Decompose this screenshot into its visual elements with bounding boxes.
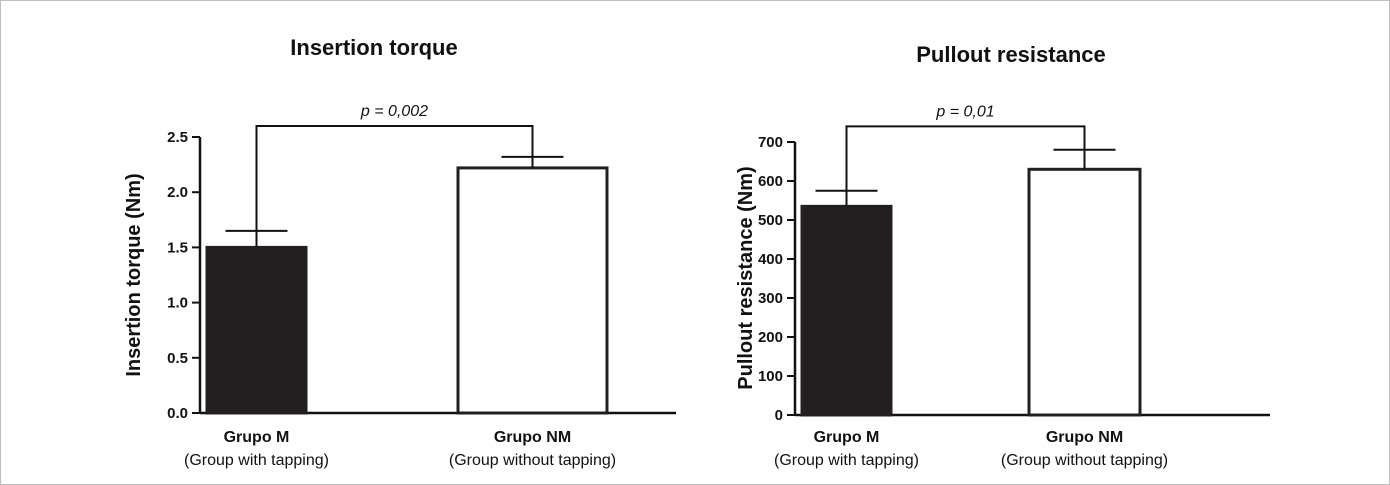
y-tick-label-1-1: 0.5 <box>167 350 188 367</box>
bar-1-1 <box>205 245 308 415</box>
y-tick-label-2-3: 300 <box>758 290 783 307</box>
p-value-label-2: p = 0,01 <box>935 103 994 120</box>
category-sublabel-2-1: (Group with tapping) <box>774 452 919 469</box>
category-sublabel-1-2: (Group without tapping) <box>449 452 616 469</box>
chart-title-1: Insertion torque <box>290 35 457 60</box>
y-tick-label-2-0: 0 <box>775 407 783 424</box>
y-tick-label-1-2: 1.0 <box>167 295 188 312</box>
y-axis-label-2: Pullout resistance (Nm) <box>735 166 757 389</box>
y-tick-label-2-6: 600 <box>758 173 783 190</box>
category-sublabel-2-2: (Group without tapping) <box>1001 452 1168 469</box>
significance-bracket-2 <box>845 125 1086 191</box>
p-value-label-1: p = 0,002 <box>360 103 428 120</box>
y-tick-label-2-5: 500 <box>758 212 783 229</box>
category-sublabel-1-1: (Group with tapping) <box>184 452 329 469</box>
chart-title-2: Pullout resistance <box>916 42 1106 67</box>
y-tick-label-1-3: 1.5 <box>167 239 188 256</box>
bar-2-1 <box>800 204 893 417</box>
y-axis-label-1: Insertion torque (Nm) <box>123 173 145 376</box>
category-label-2-2: Grupo NM <box>1046 429 1123 446</box>
y-tick-label-2-2: 200 <box>758 329 783 346</box>
y-tick-label-1-4: 2.0 <box>167 184 188 201</box>
category-label-1-1: Grupo M <box>224 429 290 446</box>
y-tick-label-2-4: 400 <box>758 251 783 268</box>
y-tick-label-2-7: 700 <box>758 134 783 151</box>
category-label-2-1: Grupo M <box>814 429 880 446</box>
y-tick-label-1-5: 2.5 <box>167 129 188 146</box>
y-tick-label-1-0: 0.0 <box>167 405 188 422</box>
category-label-1-2: Grupo NM <box>494 429 571 446</box>
bar-2-2 <box>1027 167 1142 417</box>
y-tick-label-2-1: 100 <box>758 368 783 385</box>
bar-1-2 <box>456 166 609 415</box>
significance-bracket-1 <box>255 124 534 231</box>
